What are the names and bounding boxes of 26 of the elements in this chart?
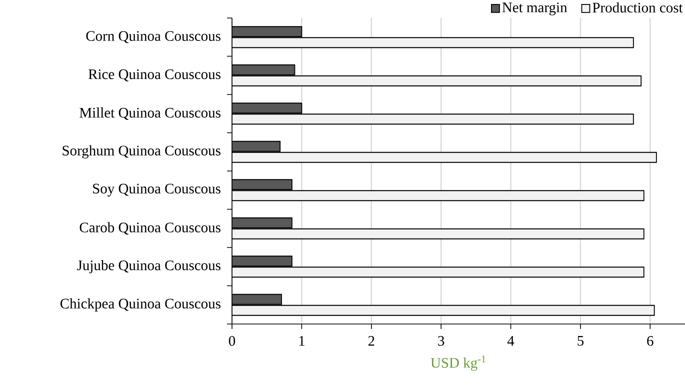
y-tick-label: Jujube Quinoa Couscous [77, 260, 220, 274]
x-tick-label: 5 [578, 336, 584, 346]
bar [232, 304, 655, 316]
y-tick-label: Rice Quinoa Couscous [88, 69, 220, 82]
x-tick-label: 1 [299, 336, 304, 346]
bar [232, 152, 657, 163]
bar [232, 266, 644, 278]
y-tick-label: Carob Quinoa Couscous [80, 222, 220, 235]
bar [232, 190, 644, 202]
bar [232, 114, 634, 125]
x-tick-label: 2 [368, 336, 374, 346]
series-label: Production cost [592, 2, 683, 13]
bar [232, 37, 634, 48]
legend-label: Net margin [502, 2, 568, 16]
x-axis-title: USD kg$^{-1}$ [430, 356, 486, 371]
bar [232, 75, 642, 86]
x-tick-label: 4 [507, 336, 514, 346]
y-tick-label: Soy Quinoa Couscous [93, 184, 220, 196]
bar [232, 228, 644, 240]
y-tick-label: Millet Quinoa Couscous [80, 107, 220, 120]
y-tick-label: Sorghum Quinoa Couscous [62, 145, 220, 158]
x-tick-label: 6 [647, 336, 654, 346]
y-tick-label: Chickpea Quinoa Couscous [60, 298, 220, 312]
y-tick-label: Corn Quinoa Couscous [86, 31, 220, 44]
x-tick-label: 3 [438, 336, 444, 346]
x-tick-label: 0 [228, 336, 236, 346]
